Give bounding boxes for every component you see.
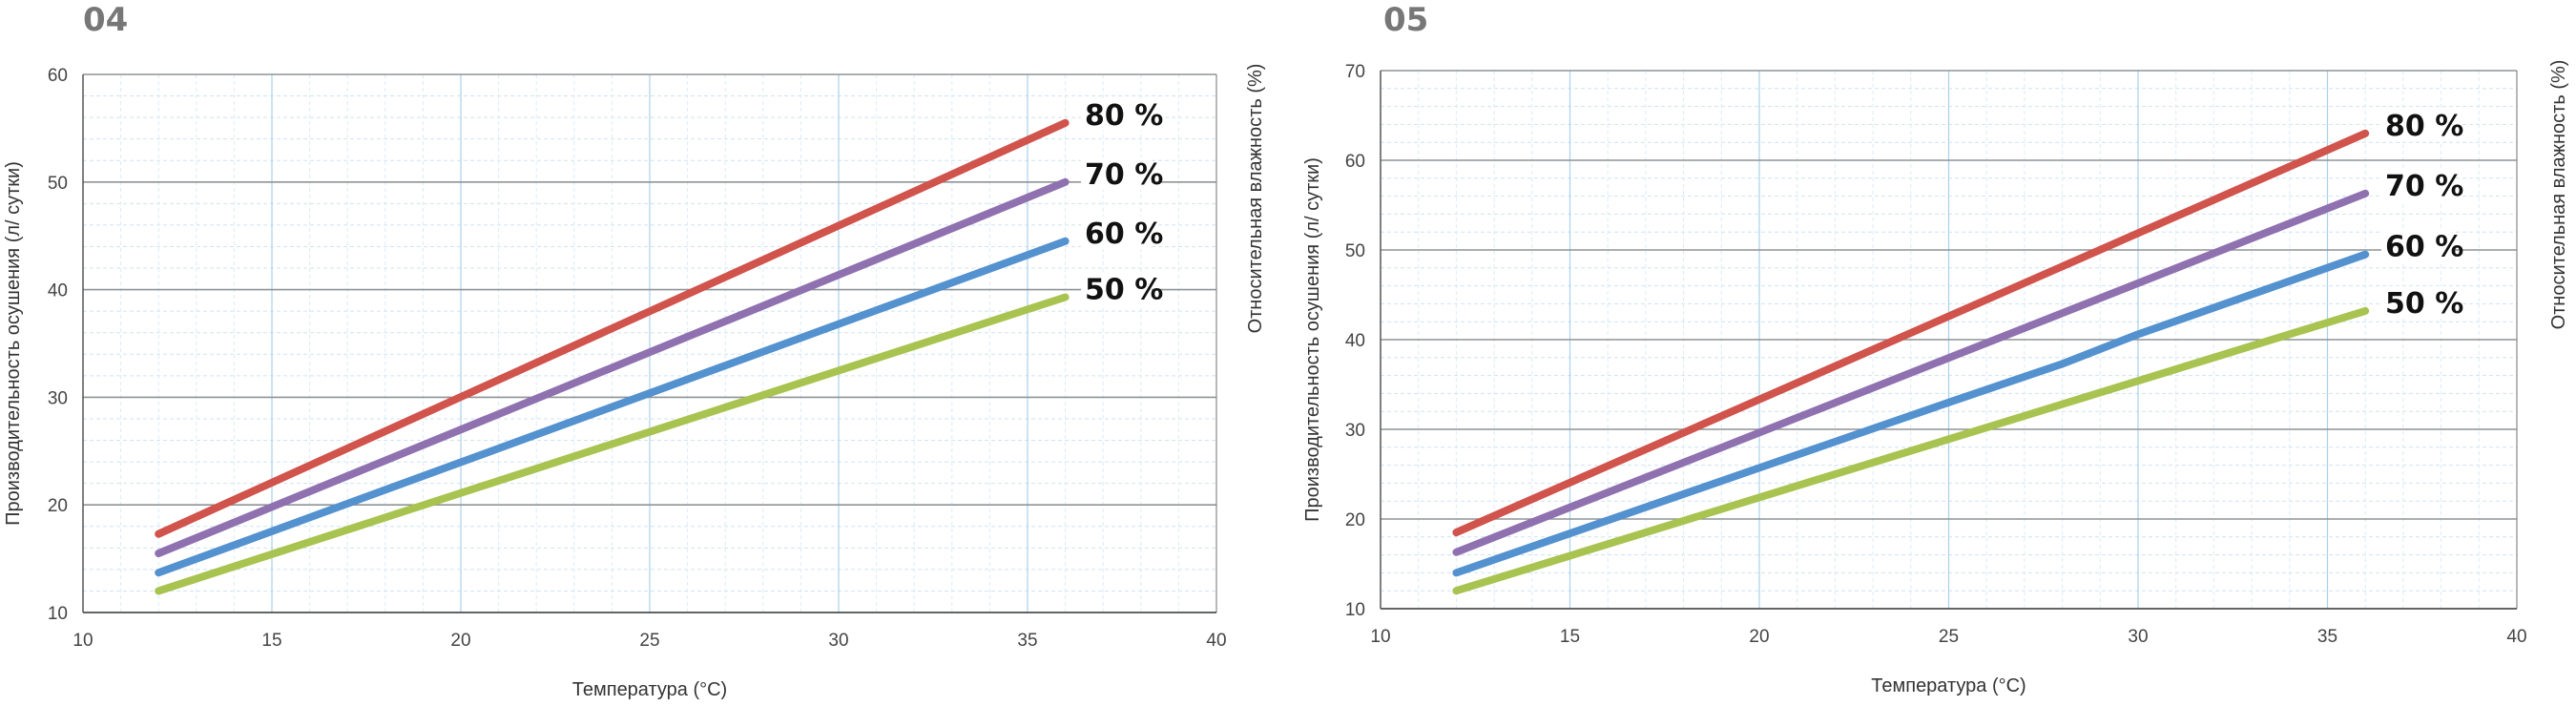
series-label: 60 % — [1085, 218, 1163, 251]
x-tick-label: 35 — [2317, 627, 2337, 647]
series-line — [1452, 189, 2370, 556]
series-label-bg — [2381, 108, 2452, 141]
y-tick-label: 40 — [48, 281, 68, 301]
series-line — [1452, 250, 2370, 577]
series-line — [155, 118, 1070, 538]
series-line — [155, 177, 1070, 557]
y-tick-label: 10 — [48, 604, 68, 624]
y-tick-label: 50 — [48, 174, 68, 194]
right-axis-title: Относительная влажность (%) — [2548, 60, 2569, 330]
y-axis-title: Производительность осушения (л/ сутки) — [1302, 157, 1323, 522]
x-tick-label: 15 — [261, 631, 281, 651]
x-tick-label: 40 — [1206, 631, 1226, 651]
series-label: 70 % — [1085, 158, 1163, 192]
x-tick-label: 40 — [2506, 627, 2526, 647]
series-line — [155, 237, 1070, 577]
chart-04: 04 10 15 20 25 30 35 40 10 20 30 40 50 60 Температура … — [3, 1, 1266, 700]
y-axis-title: Производительность осушения (л/ сутки) — [3, 161, 24, 526]
series-label-bg — [2381, 285, 2452, 319]
panel-label: 05 — [1383, 1, 1428, 39]
series-label-bg — [1081, 156, 1152, 190]
y-tick-label: 20 — [48, 496, 68, 516]
x-tick-label: 20 — [1749, 627, 1769, 647]
x-tick-label: 10 — [73, 631, 93, 651]
series-line — [1452, 306, 2370, 595]
y-tick-label: 10 — [1345, 600, 1365, 620]
x-tick-label: 15 — [1560, 627, 1580, 647]
series-line — [1452, 129, 2370, 537]
series-label: 60 % — [2385, 231, 2463, 264]
y-tick-label: 40 — [1345, 331, 1365, 351]
panel-label: 04 — [83, 1, 128, 39]
series-label-bg — [2381, 168, 2452, 201]
series-line — [155, 293, 1070, 595]
x-tick-label: 25 — [1939, 627, 1959, 647]
series-label: 50 % — [2385, 287, 2463, 321]
x-tick-label: 10 — [1370, 627, 1390, 647]
y-tick-label: 60 — [48, 66, 68, 86]
x-tick-label: 30 — [2128, 627, 2148, 647]
y-tick-label: 20 — [1345, 510, 1365, 530]
chart-05: 05 10 15 20 25 30 35 40 10 20 30 40 50 60 70 Температур… — [1302, 1, 2569, 696]
y-tick-label: 70 — [1345, 62, 1365, 82]
series-label: 50 % — [1085, 273, 1163, 306]
x-tick-label: 20 — [450, 631, 470, 651]
y-tick-label: 30 — [1345, 421, 1365, 441]
x-tick-label: 25 — [639, 631, 659, 651]
y-tick-label: 30 — [48, 388, 68, 408]
series-label-bg — [1081, 216, 1152, 249]
series-label: 80 % — [2385, 110, 2463, 143]
series-label-bg — [1081, 272, 1152, 305]
x-axis-title: Температура (°С) — [1871, 675, 2025, 696]
x-axis-title: Температура (°С) — [572, 679, 727, 700]
x-tick-label: 35 — [1017, 631, 1037, 651]
x-tick-label: 30 — [828, 631, 848, 651]
series-label: 70 % — [2385, 170, 2463, 203]
series-label-bg — [2381, 229, 2452, 262]
right-axis-title: Относительная влажность (%) — [1245, 64, 1266, 334]
series-label: 80 % — [1085, 99, 1163, 133]
y-tick-label: 50 — [1345, 241, 1365, 261]
series-label-bg — [1081, 97, 1152, 131]
y-tick-label: 60 — [1345, 152, 1365, 172]
